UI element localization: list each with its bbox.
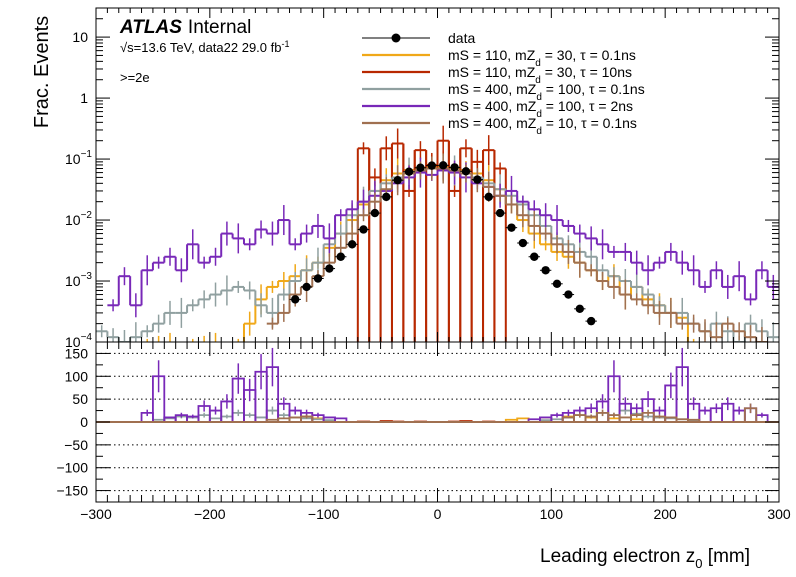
y-tick-label-ratio: −50: [64, 437, 88, 453]
legend-label-main: mS = 400, mZ: [448, 115, 537, 131]
y-tick-label-base: 10: [65, 273, 81, 289]
x-tick-label: 300: [767, 506, 791, 522]
atlas-status: Internal: [188, 17, 251, 38]
data-point: [576, 305, 584, 313]
x-tick-label: 0: [434, 506, 442, 522]
y-tick-label-exponent: −1: [81, 149, 93, 160]
data-point: [553, 280, 561, 288]
y-tick-label-main: 10: [72, 29, 88, 45]
y-tick-label-ratio: 0: [80, 414, 88, 430]
legend-label-main: data: [448, 30, 475, 46]
legend-label-main: mS = 400, mZ: [448, 98, 537, 114]
data-point: [428, 161, 436, 169]
data-point: [405, 168, 413, 176]
y-tick-label-exponent: −2: [81, 210, 93, 221]
data-point: [530, 253, 538, 261]
y-tick-label-ratio: −100: [56, 460, 88, 476]
data-point: [496, 209, 504, 217]
energy-text: s=13.6 TeV, data22 29.0 fb: [127, 40, 281, 55]
data-point: [291, 295, 299, 303]
data-point: [348, 240, 356, 248]
energy-lumi-label: √s=13.6 TeV, data22 29.0 fb-1: [120, 39, 290, 55]
y-tick-label-ratio: 50: [72, 391, 88, 407]
x-axis-label-main: Leading electron z: [540, 546, 695, 567]
data-point: [485, 193, 493, 201]
x-tick-label: 100: [540, 506, 564, 522]
y-tick-label-main: 1: [80, 90, 88, 106]
x-axis-label-unit: [mm]: [703, 546, 751, 567]
y-tick-label-base: 10: [65, 212, 81, 228]
data-point: [325, 264, 333, 272]
legend-label-main: mS = 110, mZ: [448, 47, 536, 63]
data-point: [393, 176, 401, 184]
legend-label-main: mS = 400, mZ: [448, 81, 537, 97]
y-tick-label-ratio: 100: [65, 368, 89, 384]
data-point: [382, 193, 390, 201]
data-point: [416, 164, 424, 172]
data-point: [439, 161, 447, 169]
y-tick-label-ratio: −150: [56, 483, 88, 499]
data-point: [519, 239, 527, 247]
data-point: [450, 163, 458, 171]
legend-label: data: [448, 30, 475, 46]
data-point: [337, 253, 345, 261]
data-point: [314, 274, 322, 282]
data-point: [302, 283, 310, 291]
y-tick-label-base: 10: [65, 151, 81, 167]
x-tick-label: −200: [194, 506, 226, 522]
data-point: [507, 223, 515, 231]
lumi-exponent: -1: [281, 39, 289, 49]
data-point: [587, 317, 595, 325]
data-point: [462, 167, 470, 175]
legend-marker-dot: [392, 34, 401, 43]
y-tick-label-exponent: −4: [81, 332, 93, 343]
x-tick-label: 200: [653, 506, 677, 522]
legend-label-rest: = 100, τ = 0.1ns: [542, 81, 645, 97]
y-tick-label-ratio: 150: [65, 345, 89, 361]
x-tick-label: −100: [308, 506, 340, 522]
atlas-label-bold: ATLAS: [119, 17, 182, 38]
legend-label-rest: = 30, τ = 0.1ns: [541, 47, 636, 63]
data-point: [541, 266, 549, 274]
y-axis-label: Frac. Events: [31, 16, 53, 128]
legend-label-main: mS = 110, mZ: [448, 64, 536, 80]
selection-label: >=2e: [120, 70, 150, 85]
data-point: [371, 209, 379, 217]
data-point: [359, 225, 367, 233]
x-tick-label: −300: [80, 506, 112, 522]
legend-label-rest: = 100, τ = 2ns: [542, 98, 633, 114]
data-point: [564, 290, 572, 298]
data-point: [473, 175, 481, 183]
x-axis-label-subscript: 0: [695, 556, 702, 571]
y-tick-label-exponent: −3: [81, 271, 93, 282]
legend-label-rest: = 10, τ = 0.1ns: [542, 115, 637, 131]
legend-label-rest: = 30, τ = 10ns: [541, 64, 632, 80]
